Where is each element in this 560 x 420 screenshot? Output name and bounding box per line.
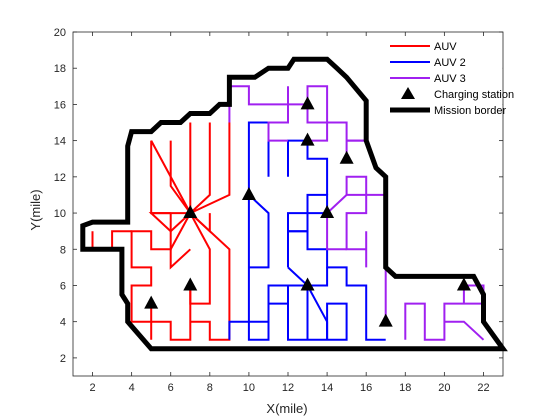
x-tick-label: 14 xyxy=(321,382,333,394)
y-tick-label: 4 xyxy=(60,317,66,329)
y-tick-label: 2 xyxy=(60,353,66,365)
x-axis-label: X(mile) xyxy=(266,401,307,416)
x-tick-label: 8 xyxy=(207,382,213,394)
charging-station-marker xyxy=(456,277,471,291)
auv-3-path xyxy=(444,320,485,341)
charging-station-marker xyxy=(339,150,354,164)
legend-label: AUV xyxy=(434,41,457,53)
auv-2-path xyxy=(287,266,309,287)
auv-1-path xyxy=(169,140,211,305)
x-tick-label: 10 xyxy=(243,382,255,394)
charging-station-marker xyxy=(300,132,315,146)
mission-border-layer xyxy=(80,56,508,352)
x-tick-label: 18 xyxy=(399,382,411,394)
legend-label: AUV 3 xyxy=(434,73,466,85)
auv-3-path xyxy=(326,213,347,251)
charging-station-marker xyxy=(378,313,393,327)
y-tick-label: 10 xyxy=(54,208,66,220)
y-tick-label: 16 xyxy=(54,99,66,111)
charging-stations-layer xyxy=(144,96,471,327)
x-tick-label: 4 xyxy=(129,382,135,394)
auv-2-path xyxy=(248,284,288,323)
charging-station-marker xyxy=(183,277,198,291)
legend-marker xyxy=(401,87,415,99)
auv-3-path xyxy=(345,175,368,195)
charging-station-marker xyxy=(300,96,315,110)
y-tick-label: 8 xyxy=(60,244,66,256)
y-tick-label: 12 xyxy=(54,172,66,184)
y-tick-label: 20 xyxy=(54,27,66,39)
legend: AUV AUV 2 AUV 3 Charging station Mission bor… xyxy=(383,36,514,120)
auv-2-path xyxy=(247,121,270,195)
auv-3-path xyxy=(306,104,329,142)
charging-station-marker xyxy=(241,186,256,200)
y-tick-label: 6 xyxy=(60,280,66,292)
x-tick-label: 20 xyxy=(438,382,450,394)
auv-2-path xyxy=(287,139,329,195)
charging-station-marker xyxy=(300,277,315,291)
y-tick-label: 14 xyxy=(54,136,66,148)
x-tick-label: 2 xyxy=(89,382,95,394)
x-tick-label: 16 xyxy=(360,382,372,394)
y-axis-label: Y(mile) xyxy=(28,189,43,230)
charging-station-marker xyxy=(183,205,198,219)
auv-3-path xyxy=(326,193,368,268)
auv-2-path xyxy=(228,192,270,340)
x-tick-label: 22 xyxy=(477,382,489,394)
mission-border xyxy=(80,56,508,352)
x-tick-label: 12 xyxy=(282,382,294,394)
y-tick-label: 18 xyxy=(54,63,66,75)
auv-2-path xyxy=(247,302,348,341)
legend-label: AUV 2 xyxy=(434,57,466,69)
auv-2-path xyxy=(307,267,329,287)
legend-label: Charging station xyxy=(434,89,514,101)
auv-3-path xyxy=(287,85,367,159)
charging-station-marker xyxy=(144,295,159,309)
charging-station-marker xyxy=(320,205,335,219)
legend-label: Mission border xyxy=(434,105,506,117)
x-tick-label: 6 xyxy=(168,382,174,394)
